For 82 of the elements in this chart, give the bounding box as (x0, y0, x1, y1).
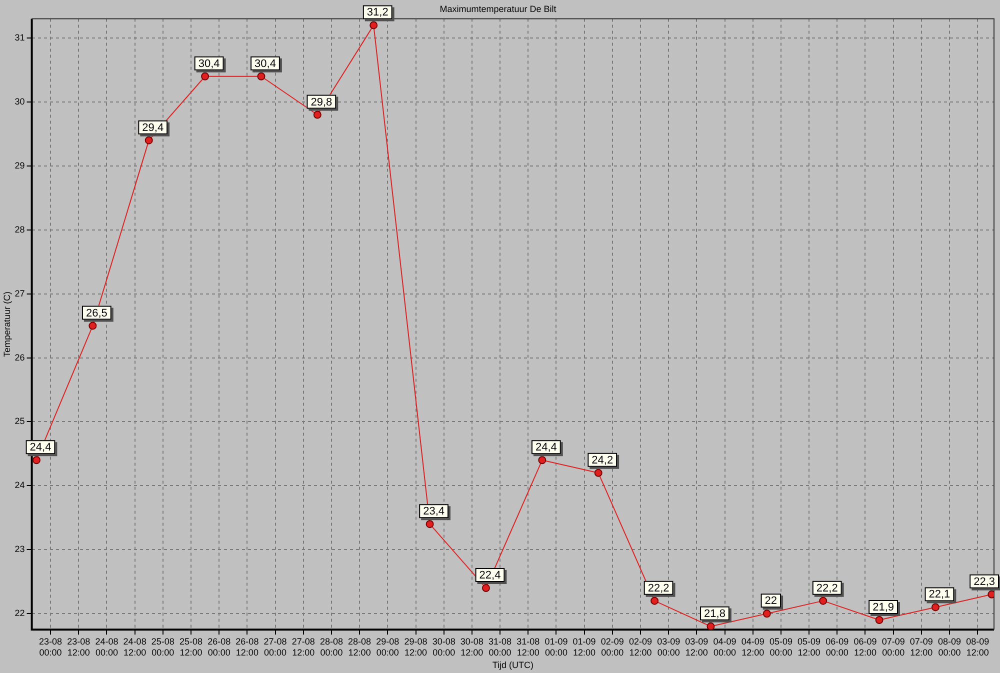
data-label: 24,2 (592, 454, 614, 466)
point (819, 596, 828, 605)
data-label: 22,4 (479, 570, 501, 582)
point (201, 72, 210, 80)
data-label: 22,3 (974, 576, 996, 588)
data-label: 30,4 (198, 58, 220, 70)
data-label: 21,9 (872, 602, 894, 614)
data-label: 24,4 (30, 442, 52, 454)
x-tick-label: 28-08 12:00 (348, 636, 372, 658)
x-tick-label: 01-09 12:00 (572, 636, 596, 658)
x-tick-label: 30-08 12:00 (460, 636, 484, 658)
x-tick-label: 31-08 00:00 (488, 636, 512, 658)
point (762, 610, 771, 618)
y-tick-label: 28 (14, 224, 25, 234)
x-tick-label: 03-09 12:00 (685, 636, 708, 658)
x-tick-label: 24-08 00:00 (95, 636, 118, 658)
x-tick-label: 05-09 12:00 (798, 636, 821, 658)
x-tick-label: 23-08 12:00 (67, 636, 90, 658)
y-tick-label: 26 (14, 352, 25, 362)
x-tick-label: 06-09 12:00 (854, 636, 877, 658)
x-tick-label: 02-09 00:00 (600, 636, 624, 658)
x-tick-label: 03-09 00:00 (657, 636, 680, 658)
x-tick-label: 27-08 00:00 (264, 636, 287, 658)
x-tick-label: 07-09 00:00 (882, 636, 905, 658)
x-tick-label: 29-08 00:00 (376, 636, 400, 658)
x-tick-label: 29-08 12:00 (404, 636, 428, 658)
data-label: 22 (764, 595, 778, 608)
x-tick-label: 27-08 12:00 (292, 636, 315, 658)
data-label: 23,4 (423, 506, 445, 518)
point (931, 603, 940, 612)
point (875, 616, 884, 624)
point (482, 584, 490, 592)
chart-title: Maximumtemperatuur De Bilt (440, 4, 557, 14)
point (594, 468, 602, 477)
y-tick-label: 31 (14, 32, 25, 42)
x-tick-label: 30-08 00:00 (432, 636, 456, 658)
x-tick-label: 08-09 00:00 (938, 636, 962, 658)
y-tick-label: 23 (14, 544, 25, 554)
data-label: 30,4 (254, 58, 276, 70)
point (32, 456, 40, 464)
x-tick-label: 28-08 00:00 (320, 636, 343, 658)
x-tick-label: 02-09 12:00 (628, 636, 652, 658)
data-label: 22,2 (816, 582, 838, 594)
x-tick-label: 25-08 12:00 (179, 636, 203, 658)
x-tick-label: 25-08 00:00 (151, 636, 174, 658)
x-tick-label: 23-08 00:00 (39, 636, 62, 658)
y-tick-label: 22 (14, 608, 25, 618)
x-tick-label: 26-08 12:00 (236, 636, 259, 658)
point (313, 110, 322, 119)
x-tick-label: 24-08 12:00 (123, 636, 146, 658)
point (370, 21, 378, 30)
y-tick-label: 24 (14, 480, 25, 490)
x-tick-label: 05-09 00:00 (769, 636, 792, 658)
y-tick-label: 25 (14, 416, 25, 426)
data-label: 21,8 (704, 608, 726, 620)
point (538, 456, 546, 464)
point (426, 520, 434, 528)
y-axis-title: Temperatuur (C) (2, 291, 12, 357)
x-tick-label: 01-09 00:00 (544, 636, 568, 658)
data-label: 29,4 (142, 122, 164, 134)
data-label: 26,5 (86, 307, 108, 320)
x-tick-label: 04-09 12:00 (741, 636, 764, 658)
x-tick-label: 06-09 00:00 (826, 636, 849, 658)
x-tick-label: 07-09 12:00 (910, 636, 933, 658)
x-tick-label: 26-08 00:00 (208, 636, 231, 658)
data-label: 22,2 (648, 582, 670, 594)
x-axis-title: Tijd (UTC) (492, 660, 534, 670)
y-tick-label: 27 (14, 288, 25, 298)
data-label: 22,1 (928, 588, 950, 601)
data-label: 31,2 (366, 6, 388, 19)
point (88, 322, 97, 330)
point (144, 136, 153, 144)
point (706, 622, 715, 630)
y-tick-label: 30 (14, 96, 25, 106)
x-tick-label: 31-08 12:00 (516, 636, 540, 658)
x-tick-label: 08-09 12:00 (966, 636, 990, 658)
x-tick-label: 04-09 00:00 (713, 636, 736, 658)
point (257, 72, 266, 80)
data-label: 29,8 (310, 96, 332, 108)
point (650, 596, 659, 605)
y-tick-label: 29 (14, 160, 25, 170)
data-label: 24,4 (535, 442, 557, 454)
